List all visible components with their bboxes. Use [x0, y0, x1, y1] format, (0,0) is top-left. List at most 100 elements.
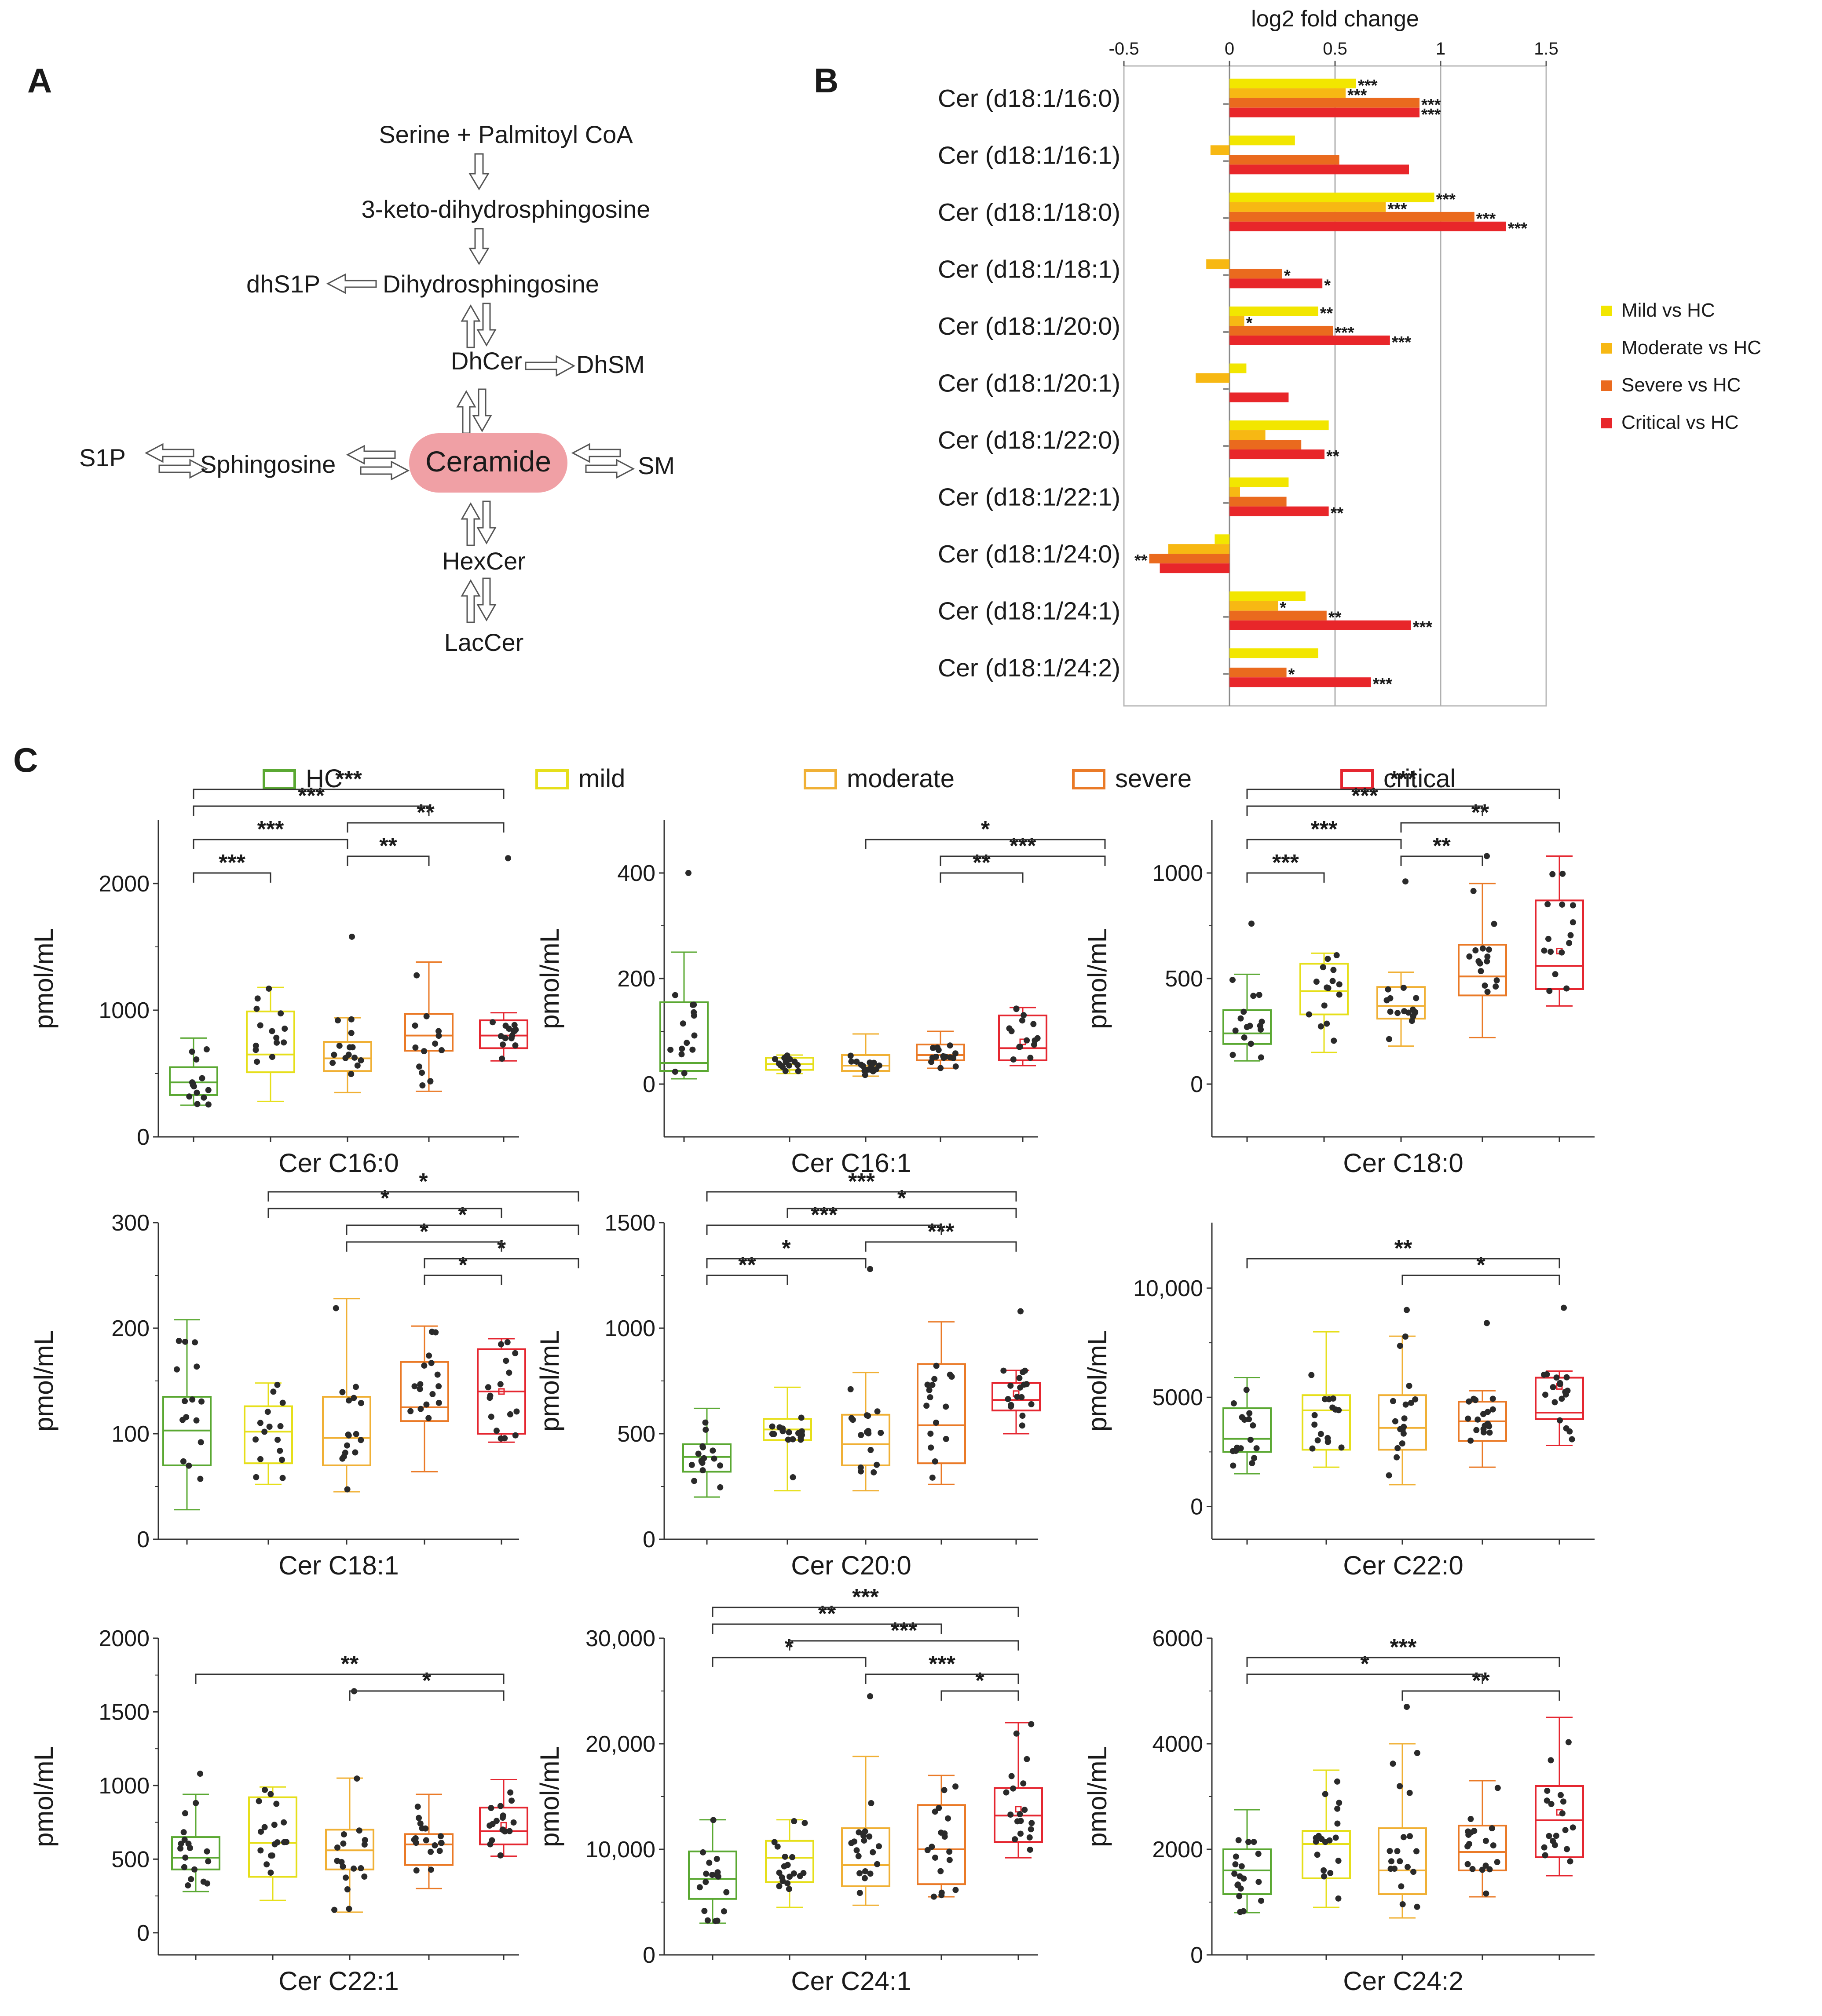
data-point	[1230, 1400, 1237, 1407]
panel-c-boxplots: C HC mild moderate severe critical 010002000…	[13, 741, 1595, 1996]
data-point	[421, 1362, 428, 1369]
node-sphingosine: Sphingosine	[200, 450, 336, 478]
box-moderate	[841, 1693, 890, 1906]
significance-bracket	[1400, 822, 1560, 833]
data-point	[1394, 1445, 1401, 1451]
data-point	[1544, 1787, 1551, 1794]
double-arrow-vertical-icon	[461, 577, 497, 623]
data-point	[1485, 1421, 1491, 1427]
data-point	[931, 1376, 938, 1382]
data-point	[929, 1474, 936, 1481]
data-point	[1251, 1455, 1258, 1461]
data-point	[497, 1381, 504, 1388]
data-point	[428, 1360, 435, 1366]
data-point	[432, 1329, 439, 1336]
bar-severe-vs-hc	[1229, 668, 1287, 678]
data-point	[499, 1826, 506, 1833]
data-point	[787, 1874, 793, 1880]
data-point	[1034, 1035, 1041, 1041]
data-point	[940, 1053, 947, 1059]
data-point	[715, 1873, 721, 1880]
legend-label: HC	[306, 764, 343, 793]
data-point	[1385, 986, 1391, 993]
data-point	[252, 1436, 259, 1443]
data-point	[497, 1803, 504, 1809]
data-point	[435, 1399, 442, 1406]
data-point	[417, 1386, 423, 1392]
data-point	[1317, 1431, 1324, 1437]
arrow-down-icon	[468, 228, 490, 265]
data-point	[871, 1059, 877, 1066]
data-point	[435, 1383, 442, 1390]
x-axis-label: Cer C22:0	[1343, 1551, 1463, 1580]
data-point	[1551, 1399, 1558, 1406]
data-point	[771, 1839, 778, 1845]
data-point	[279, 1399, 286, 1406]
legend-label: Moderate vs HC	[1621, 337, 1761, 358]
data-point	[1321, 1873, 1328, 1880]
double-arrow-vertical-icon	[461, 500, 497, 546]
data-point	[1400, 1430, 1407, 1437]
data-point	[358, 1400, 364, 1406]
data-point	[878, 1430, 884, 1436]
data-point	[779, 1874, 785, 1881]
significance-label: ***	[1358, 77, 1378, 95]
data-point	[1236, 1893, 1243, 1899]
significance-bracket	[193, 789, 505, 799]
significance-bracket	[193, 805, 430, 816]
box-critical	[998, 1005, 1047, 1066]
data-point	[417, 1381, 424, 1388]
data-point	[1550, 1838, 1556, 1844]
significance-label: **	[1326, 447, 1339, 466]
data-point	[1251, 1839, 1257, 1845]
data-point	[267, 1870, 274, 1876]
data-point	[345, 1052, 352, 1058]
category-label: Cer (d18:1/22:1)	[938, 483, 1120, 511]
data-point	[709, 1872, 716, 1878]
significance-bracket	[1246, 872, 1325, 883]
box-mild	[763, 1386, 812, 1492]
data-point	[684, 1040, 690, 1046]
significance-bracket	[424, 1275, 502, 1285]
box-iqr	[323, 1041, 372, 1072]
data-point	[263, 1861, 270, 1868]
significance-bracket	[1246, 839, 1402, 849]
outlier-point	[1248, 920, 1255, 927]
node-s1p: S1P	[79, 444, 126, 471]
y-tick-label: 4000	[1152, 1731, 1203, 1757]
data-point	[1326, 1837, 1333, 1844]
data-point	[1407, 1833, 1413, 1840]
box-moderate	[1378, 1704, 1427, 1919]
bar-critical-vs-hc	[1229, 506, 1329, 516]
data-point	[934, 1044, 941, 1051]
data-point	[1466, 953, 1473, 960]
significance-bracket	[706, 1258, 867, 1268]
data-point	[856, 1890, 863, 1896]
outlier-point	[1402, 878, 1409, 885]
data-point	[1311, 1412, 1318, 1418]
significance-label: *	[975, 1668, 984, 1694]
data-point	[1545, 935, 1551, 942]
data-point	[199, 1075, 205, 1081]
significance-label: ***	[1413, 618, 1433, 637]
node-dhs1p: dhS1P	[246, 270, 320, 298]
data-point	[1247, 1436, 1254, 1443]
box-HC	[682, 1407, 732, 1498]
data-point	[193, 1800, 199, 1806]
data-point	[865, 1430, 872, 1437]
data-point	[1569, 1436, 1575, 1443]
data-point	[856, 1870, 863, 1877]
data-point	[853, 1059, 860, 1065]
data-point	[1563, 1374, 1570, 1381]
data-point	[194, 1101, 201, 1107]
data-point	[1024, 1037, 1030, 1044]
ceramide-highlight	[409, 433, 567, 493]
data-point	[1477, 960, 1483, 967]
y-tick-label: 500	[617, 1421, 655, 1447]
significance-bracket	[940, 872, 1024, 883]
box-iqr	[1299, 963, 1349, 1015]
significance-label: ***	[929, 1651, 955, 1677]
data-point	[512, 1350, 519, 1356]
data-point	[1552, 971, 1559, 978]
